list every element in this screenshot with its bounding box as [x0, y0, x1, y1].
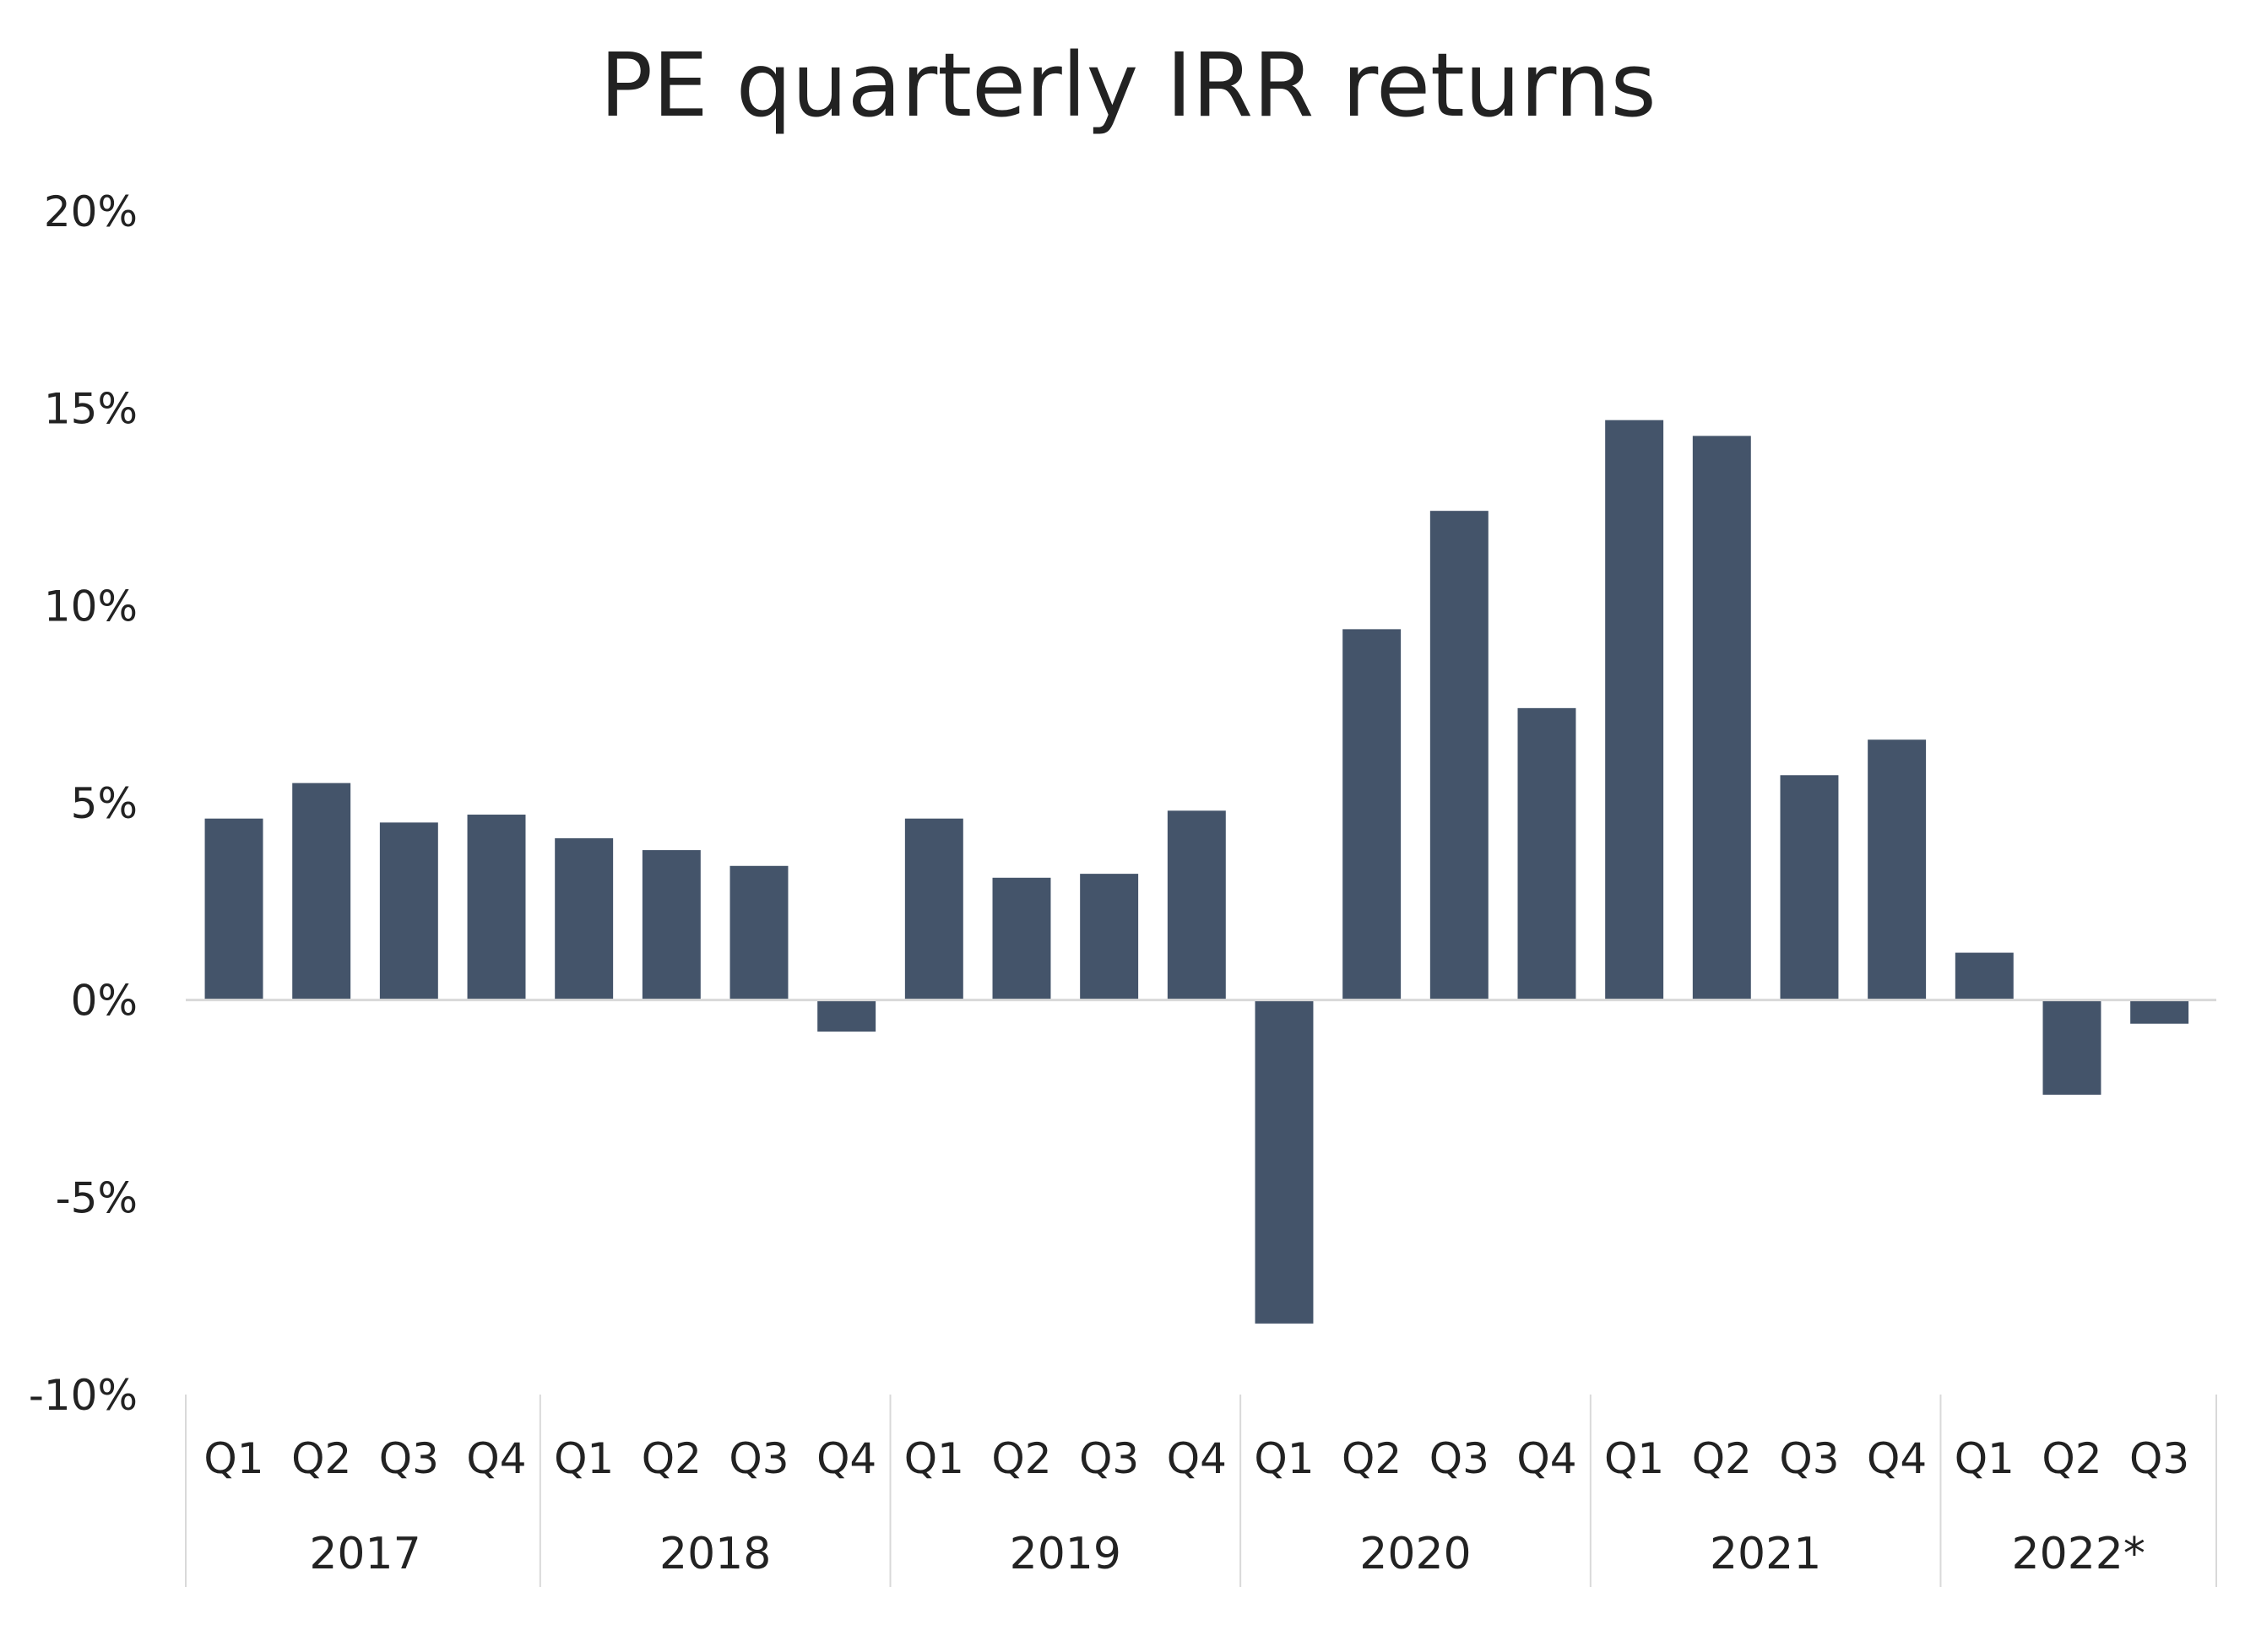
x-category-label: Q4	[816, 1434, 876, 1483]
bar	[817, 999, 876, 1032]
x-category-label: Q2	[1342, 1434, 1402, 1483]
bar	[1429, 511, 1489, 1000]
x-category-label: Q1	[1955, 1434, 2015, 1483]
x-category-label: Q4	[1167, 1434, 1227, 1483]
x-category-label: Q2	[2042, 1434, 2101, 1483]
x-category-label: Q3	[729, 1434, 789, 1483]
x-category-label: Q2	[991, 1434, 1051, 1483]
x-category-label: Q1	[203, 1434, 263, 1483]
x-category-label: Q2	[642, 1434, 702, 1483]
bar	[2042, 999, 2101, 1095]
bar	[992, 877, 1051, 1000]
bar	[904, 818, 963, 1000]
x-category-label: Q1	[1254, 1434, 1314, 1483]
x-group-label: 2022*	[2012, 1529, 2145, 1579]
x-group-label: 2021	[1710, 1529, 1821, 1579]
y-tick-label: 10%	[44, 582, 138, 631]
x-category-label: Q1	[554, 1434, 614, 1483]
y-tick-label: 5%	[71, 779, 138, 828]
chart-title: PE quarterly IRR returns	[599, 34, 1657, 137]
y-tick-label: 15%	[44, 385, 138, 434]
y-tick-label: 20%	[44, 187, 138, 236]
bar	[379, 822, 438, 1000]
bars	[204, 420, 2189, 1324]
bar	[642, 850, 701, 1000]
bar	[1692, 436, 1751, 1000]
bar	[1868, 739, 1927, 1000]
x-category-label: Q1	[1604, 1434, 1664, 1483]
y-axis-labels: 20% 15% 10% 5% 0% -5% -10%	[29, 187, 138, 1420]
bar	[1517, 707, 1576, 1000]
bar	[1780, 775, 1839, 1000]
x-category-label: Q3	[1779, 1434, 1839, 1483]
x-category-label: Q3	[2129, 1434, 2189, 1483]
x-category-label: Q4	[466, 1434, 526, 1483]
bar	[1167, 810, 1226, 1000]
bar	[467, 815, 526, 1000]
bar	[1605, 420, 1664, 1000]
y-tick-label: -5%	[56, 1173, 138, 1222]
bar	[729, 865, 789, 1000]
x-category-label: Q1	[904, 1434, 964, 1483]
bar	[1955, 952, 2014, 1000]
x-category-label: Q3	[379, 1434, 439, 1483]
bar	[292, 783, 351, 1000]
y-tick-label: 0%	[71, 977, 138, 1026]
bar	[1080, 874, 1139, 1000]
bar	[2130, 999, 2189, 1024]
x-group-label: 2019	[1010, 1529, 1121, 1579]
x-group-label: 2020	[1359, 1529, 1471, 1579]
x-category-label: Q4	[1867, 1434, 1927, 1483]
x-group-label: 2017	[309, 1529, 420, 1579]
bar	[1342, 629, 1402, 1000]
x-axis: Q1 Q2 Q3 Q4 2017 Q1 Q2 Q3 Q4 2018 Q1 Q2 Q3 Q4 2019 Q1 Q2…	[185, 1395, 2217, 1587]
x-category-label: Q2	[291, 1434, 351, 1483]
bar	[204, 818, 263, 1000]
x-category-label: Q4	[1516, 1434, 1576, 1483]
y-tick-label: -10%	[29, 1371, 138, 1420]
x-category-label: Q3	[1429, 1434, 1489, 1483]
x-group-label: 2018	[659, 1529, 771, 1579]
bar	[555, 838, 614, 1000]
bar	[1255, 999, 1314, 1324]
x-category-label: Q3	[1079, 1434, 1139, 1483]
x-category-label: Q2	[1692, 1434, 1752, 1483]
